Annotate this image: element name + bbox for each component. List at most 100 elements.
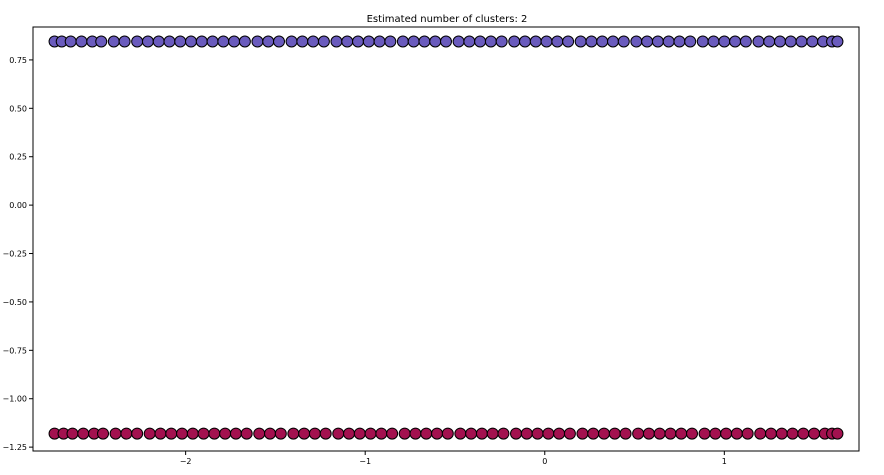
scatter-point-cluster-2 bbox=[664, 427, 677, 440]
scatter-point-cluster-2 bbox=[698, 427, 711, 440]
scatter-point-cluster-1 bbox=[495, 35, 508, 48]
scatter-point-cluster-2 bbox=[240, 427, 253, 440]
scatter-point-cluster-2 bbox=[720, 427, 733, 440]
scatter-point-cluster-1 bbox=[251, 35, 264, 48]
scatter-point-cluster-2 bbox=[619, 427, 632, 440]
y-tick-label: 0.00 bbox=[9, 201, 27, 210]
scatter-point-cluster-1 bbox=[131, 35, 144, 48]
scatter-point-cluster-2 bbox=[120, 427, 133, 440]
scatter-point-cluster-2 bbox=[598, 427, 611, 440]
x-tick-label: 0 bbox=[542, 457, 547, 466]
plot-area-frame bbox=[32, 26, 860, 452]
scatter-point-cluster-2 bbox=[730, 427, 743, 440]
scatter-point-cluster-2 bbox=[754, 427, 767, 440]
scatter-point-cluster-2 bbox=[741, 427, 754, 440]
scatter-point-cluster-1 bbox=[307, 35, 320, 48]
scatter-point-cluster-1 bbox=[107, 35, 120, 48]
scatter-point-cluster-2 bbox=[274, 427, 287, 440]
scatter-point-cluster-1 bbox=[617, 35, 630, 48]
y-tick-label: −1.00 bbox=[2, 395, 27, 404]
scatter-point-cluster-2 bbox=[208, 427, 221, 440]
scatter-point-cluster-2 bbox=[553, 427, 566, 440]
scatter-point-cluster-1 bbox=[64, 35, 77, 48]
scatter-point-cluster-1 bbox=[163, 35, 176, 48]
x-tick-label: 1 bbox=[722, 457, 727, 466]
scatter-point-cluster-1 bbox=[362, 35, 375, 48]
scatter-point-cluster-1 bbox=[317, 35, 330, 48]
scatter-point-cluster-2 bbox=[319, 427, 332, 440]
x-tick-label: −2 bbox=[180, 457, 192, 466]
scatter-point-cluster-1 bbox=[262, 35, 275, 48]
scatter-point-cluster-2 bbox=[608, 427, 621, 440]
scatter-point-cluster-2 bbox=[77, 427, 90, 440]
scatter-point-cluster-1 bbox=[596, 35, 609, 48]
scatter-point-cluster-2 bbox=[709, 427, 722, 440]
scatter-point-cluster-1 bbox=[673, 35, 686, 48]
scatter-point-cluster-1 bbox=[330, 35, 343, 48]
scatter-point-cluster-1 bbox=[519, 35, 532, 48]
y-tick-label: −0.50 bbox=[2, 298, 27, 307]
scatter-point-cluster-2 bbox=[197, 427, 210, 440]
scatter-point-cluster-1 bbox=[185, 35, 198, 48]
scatter-point-cluster-1 bbox=[718, 35, 731, 48]
scatter-point-cluster-2 bbox=[287, 427, 300, 440]
scatter-point-cluster-2 bbox=[486, 427, 499, 440]
scatter-point-cluster-1 bbox=[651, 35, 664, 48]
scatter-point-cluster-1 bbox=[641, 35, 654, 48]
scatter-point-cluster-2 bbox=[808, 427, 821, 440]
scatter-point-cluster-1 bbox=[739, 35, 752, 48]
scatter-point-cluster-2 bbox=[165, 427, 178, 440]
scatter-point-cluster-1 bbox=[729, 35, 742, 48]
scatter-point-cluster-2 bbox=[109, 427, 122, 440]
y-tick-label: −0.75 bbox=[2, 346, 27, 355]
scatter-point-cluster-2 bbox=[298, 427, 311, 440]
scatter-point-cluster-1 bbox=[540, 35, 553, 48]
scatter-points-layer bbox=[48, 35, 844, 440]
scatter-point-cluster-2 bbox=[576, 427, 589, 440]
scatter-point-cluster-1 bbox=[273, 35, 286, 48]
scatter-point-cluster-1 bbox=[574, 35, 587, 48]
scatter-point-cluster-2 bbox=[386, 427, 399, 440]
scatter-point-cluster-1 bbox=[831, 35, 844, 48]
scatter-point-cluster-2 bbox=[229, 427, 242, 440]
y-tick-label: −0.25 bbox=[2, 250, 27, 259]
scatter-point-cluster-2 bbox=[765, 427, 778, 440]
scatter-point-cluster-1 bbox=[562, 35, 575, 48]
scatter-point-cluster-2 bbox=[542, 427, 555, 440]
scatter-point-cluster-2 bbox=[831, 427, 844, 440]
scatter-point-cluster-1 bbox=[206, 35, 219, 48]
scatter-point-cluster-2 bbox=[332, 427, 345, 440]
scatter-point-cluster-2 bbox=[66, 427, 79, 440]
y-tick-label: −1.25 bbox=[2, 443, 27, 452]
scatter-point-cluster-1 bbox=[174, 35, 187, 48]
scatter-point-cluster-1 bbox=[606, 35, 619, 48]
scatter-point-cluster-1 bbox=[585, 35, 598, 48]
scatter-point-cluster-1 bbox=[707, 35, 720, 48]
scatter-point-cluster-2 bbox=[520, 427, 533, 440]
y-tick-label: 0.50 bbox=[9, 104, 27, 113]
scatter-point-cluster-1 bbox=[529, 35, 542, 48]
scatter-point-cluster-2 bbox=[364, 427, 377, 440]
scatter-point-cluster-1 bbox=[407, 35, 420, 48]
scatter-point-cluster-2 bbox=[465, 427, 478, 440]
scatter-point-cluster-1 bbox=[784, 35, 797, 48]
scatter-point-cluster-2 bbox=[219, 427, 232, 440]
scatter-point-cluster-1 bbox=[228, 35, 241, 48]
scatter-point-cluster-1 bbox=[152, 35, 165, 48]
scatter-point-cluster-2 bbox=[353, 427, 366, 440]
scatter-point-cluster-1 bbox=[696, 35, 709, 48]
scatter-point-cluster-1 bbox=[384, 35, 397, 48]
scatter-point-cluster-1 bbox=[217, 35, 230, 48]
y-tick-label: 0.25 bbox=[9, 153, 27, 162]
scatter-point-cluster-2 bbox=[587, 427, 600, 440]
scatter-point-cluster-2 bbox=[375, 427, 388, 440]
scatter-point-cluster-2 bbox=[475, 427, 488, 440]
scatter-point-cluster-1 bbox=[141, 35, 154, 48]
scatter-point-cluster-1 bbox=[285, 35, 298, 48]
scatter-point-cluster-1 bbox=[296, 35, 309, 48]
scatter-point-cluster-1 bbox=[508, 35, 521, 48]
scatter-point-cluster-1 bbox=[662, 35, 675, 48]
scatter-point-cluster-2 bbox=[786, 427, 799, 440]
scatter-point-cluster-2 bbox=[675, 427, 688, 440]
y-tick-label: 0.75 bbox=[9, 56, 27, 65]
